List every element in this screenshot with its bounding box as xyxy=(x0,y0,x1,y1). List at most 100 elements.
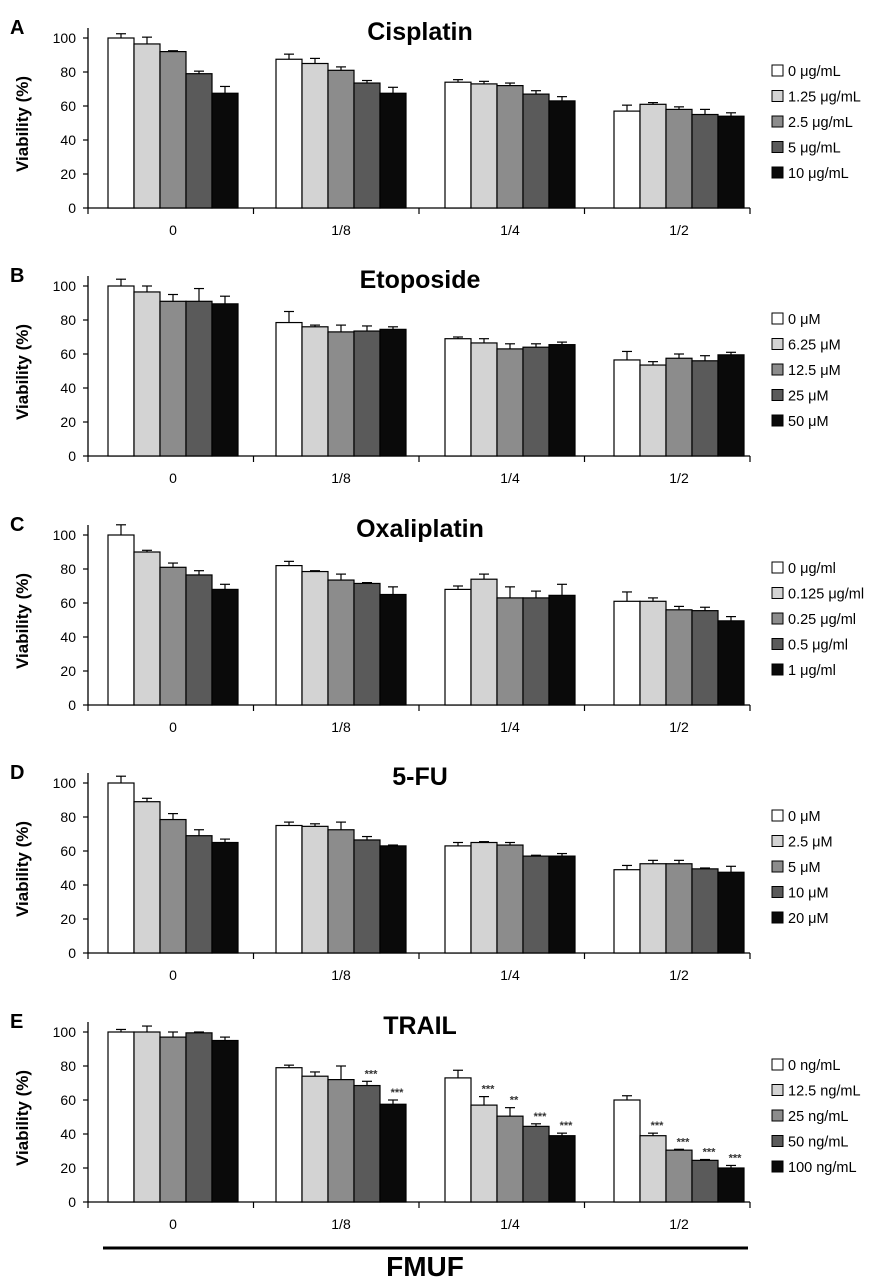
bar xyxy=(613,1099,641,1203)
bar xyxy=(665,609,693,706)
significance-label: *** xyxy=(391,1087,405,1099)
legend-label: 10 μM xyxy=(788,886,829,902)
y-tick-label: 0 xyxy=(68,945,76,961)
bar xyxy=(444,338,472,457)
bar xyxy=(717,1167,745,1203)
bar xyxy=(159,1036,187,1203)
bar xyxy=(133,551,161,706)
bar xyxy=(613,359,641,457)
bar xyxy=(639,600,667,706)
bar xyxy=(107,534,135,706)
legend-label: 6.25 μM xyxy=(788,338,841,354)
bar xyxy=(639,1135,667,1203)
bar xyxy=(159,50,187,209)
bar xyxy=(107,37,135,209)
chart-panel-e: E TRAIL Viability (%) 0 20 40 60 80 100 0 1/8 1/4 1/… xyxy=(10,1011,861,1232)
significance-label: *** xyxy=(651,1120,665,1132)
bar xyxy=(185,835,213,954)
bar xyxy=(301,570,329,706)
panel-letter: D xyxy=(10,762,24,784)
bar xyxy=(548,855,576,954)
x-tick-label: 1/8 xyxy=(331,222,351,238)
bar xyxy=(613,869,641,954)
bar xyxy=(275,321,303,457)
bar xyxy=(327,829,355,954)
legend-swatch xyxy=(771,338,784,350)
bar xyxy=(301,1075,329,1203)
bar xyxy=(470,1104,498,1203)
x-tick-label: 1/8 xyxy=(331,470,351,486)
panel-letter: B xyxy=(10,265,24,287)
bar xyxy=(444,81,472,209)
y-tick-label: 60 xyxy=(60,346,76,362)
chart-title: Oxaliplatin xyxy=(356,515,484,543)
bar xyxy=(379,593,407,706)
bar xyxy=(185,73,213,209)
legend-swatch xyxy=(771,911,784,924)
significance-label: *** xyxy=(703,1147,717,1159)
bar xyxy=(639,103,667,209)
legend-label: 20 μM xyxy=(788,911,829,927)
bar xyxy=(496,348,524,457)
bar xyxy=(613,600,641,706)
legend-label: 25 ng/mL xyxy=(788,1109,848,1125)
legend-label: 0 μg/ml xyxy=(788,561,836,577)
legend-label: 1.25 μg/mL xyxy=(788,90,861,106)
bar xyxy=(211,1039,239,1203)
bar xyxy=(211,841,239,954)
y-tick-label: 20 xyxy=(60,663,76,679)
legend-swatch xyxy=(771,141,784,153)
y-tick-label: 100 xyxy=(53,278,77,294)
legend-label: 50 ng/mL xyxy=(788,1135,848,1151)
legend-swatch xyxy=(771,561,784,574)
y-tick-label: 0 xyxy=(68,200,76,216)
y-axis-label: Viability (%) xyxy=(13,821,32,917)
bar xyxy=(522,346,550,457)
chart-panel-b: B Etoposide Viability (%) 0 20 40 60 80 100 0 1/8 1… xyxy=(10,265,841,486)
significance-label: *** xyxy=(560,1120,574,1132)
x-tick-label: 0 xyxy=(169,719,177,735)
legend-swatch xyxy=(771,414,784,427)
bar xyxy=(327,331,355,457)
chart-title: TRAIL xyxy=(383,1012,457,1040)
y-tick-label: 0 xyxy=(68,1194,76,1210)
legend-swatch xyxy=(771,835,784,847)
y-tick-label: 80 xyxy=(60,64,76,80)
bar xyxy=(379,92,407,209)
bar xyxy=(353,330,381,457)
x-tick-label: 1/8 xyxy=(331,1216,351,1232)
bar xyxy=(470,841,498,954)
bar xyxy=(613,110,641,209)
x-tick-label: 1/2 xyxy=(669,222,689,238)
legend-label: 12.5 ng/mL xyxy=(788,1084,861,1100)
bar xyxy=(522,597,550,706)
bar xyxy=(185,300,213,457)
y-tick-label: 100 xyxy=(53,1024,77,1040)
legend-label: 25 μM xyxy=(788,389,829,405)
legend-swatch xyxy=(771,1160,784,1173)
bar xyxy=(275,1067,303,1203)
bar xyxy=(444,845,472,954)
y-tick-label: 40 xyxy=(60,629,76,645)
y-axis-label: Viability (%) xyxy=(13,76,32,172)
significance-label: *** xyxy=(534,1111,548,1123)
legend-label: 12.5 μM xyxy=(788,363,841,379)
figure-xlabel: FMUF xyxy=(386,1251,464,1280)
bar xyxy=(327,1078,355,1203)
chart-title: Cisplatin xyxy=(367,18,473,46)
legend-label: 0 μM xyxy=(788,312,821,328)
y-tick-label: 0 xyxy=(68,697,76,713)
legend-swatch xyxy=(771,587,784,599)
y-tick-label: 20 xyxy=(60,1160,76,1176)
chart-panel-c: C Oxaliplatin Viability (%) 0 20 40 60 80 100 0 1/… xyxy=(10,514,864,735)
bar xyxy=(353,582,381,706)
bar xyxy=(691,113,719,209)
bar xyxy=(717,871,745,954)
chart-title: 5-FU xyxy=(392,763,448,791)
bar xyxy=(444,588,472,706)
y-tick-label: 80 xyxy=(60,1058,76,1074)
bar xyxy=(496,1115,524,1203)
y-tick-label: 40 xyxy=(60,1126,76,1142)
significance-label: *** xyxy=(365,1068,379,1080)
